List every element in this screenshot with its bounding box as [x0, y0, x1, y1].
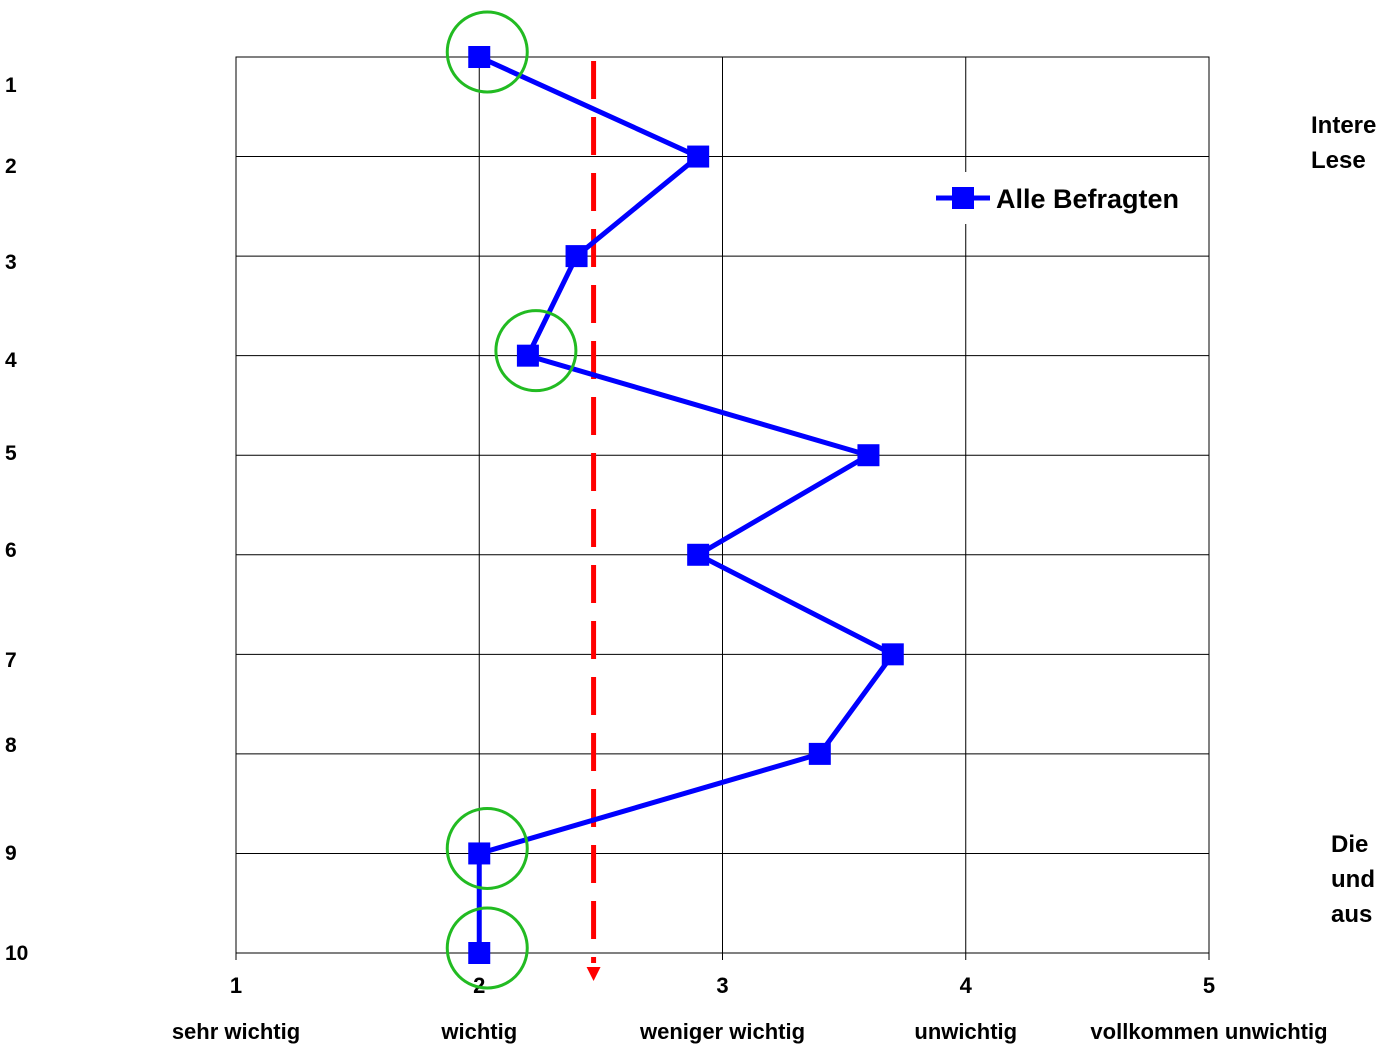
side-text-bottom: Die und aus	[1331, 827, 1375, 932]
y-tick-label: 1	[5, 74, 17, 97]
highlight-circle	[445, 10, 529, 94]
highlight-circles	[445, 10, 578, 990]
legend: Alle Befragten	[932, 172, 1202, 224]
legend-label: Alle Befragten	[996, 184, 1179, 214]
data-point-marker	[808, 742, 831, 765]
grid-lines	[235, 56, 1210, 960]
legend-marker-sample	[952, 187, 974, 209]
y-tick-label: 7	[5, 649, 17, 672]
x-tick-number: 1	[230, 973, 242, 998]
x-tick-word: wichtig	[440, 1019, 517, 1044]
y-tick-label: 5	[5, 442, 17, 465]
x-tick-number: 3	[716, 973, 728, 998]
y-tick-label: 9	[5, 842, 17, 865]
data-point-marker	[468, 942, 491, 964]
side-text-top-line-2: Lese	[1311, 147, 1366, 174]
y-axis-labels: 1 2 3 4 5 6 7 8 9 10	[5, 74, 28, 965]
x-tick-number: 4	[960, 973, 973, 998]
side-text-bottom-line-3: aus	[1331, 901, 1373, 928]
x-tick-number: 2	[473, 973, 485, 998]
x-tick-word: unwichtig	[914, 1019, 1017, 1044]
y-tick-label: 3	[5, 251, 17, 274]
highlight-circle	[494, 309, 578, 393]
data-point-marker	[468, 842, 491, 865]
data-point-marker	[857, 444, 880, 467]
side-text-top: Intere Lese	[1311, 108, 1376, 178]
data-point-marker	[565, 245, 588, 268]
x-tick-word: sehr wichtig	[172, 1019, 300, 1044]
x-tick-number: 5	[1203, 973, 1215, 998]
series-line	[476, 54, 897, 953]
data-point-marker	[687, 543, 710, 566]
series-group	[468, 46, 904, 964]
side-text-top-line-1: Intere	[1311, 112, 1377, 139]
data-point-marker	[516, 344, 539, 367]
data-point-marker	[881, 643, 904, 666]
highlight-circle	[445, 806, 529, 890]
x-tick-word: weniger wichtig	[639, 1019, 805, 1044]
y-tick-label: 4	[5, 349, 17, 372]
side-text-bottom-line-1: Die	[1331, 831, 1369, 858]
highlight-circle	[445, 906, 529, 990]
y-tick-label: 10	[5, 942, 28, 965]
y-tick-label: 8	[5, 734, 17, 757]
data-point-marker	[687, 145, 710, 168]
y-tick-label: 6	[5, 539, 17, 562]
data-point-marker	[468, 46, 491, 68]
x-axis-labels: 1 sehr wichtig 2 wichtig 3 weniger wichtig 4 un…	[172, 973, 1328, 1044]
side-text-bottom-line-2: und	[1331, 866, 1375, 893]
reference-arrowhead	[586, 967, 601, 981]
y-tick-label: 2	[5, 155, 17, 178]
reference-line-group	[586, 61, 601, 981]
x-tick-word: vollkommen unwichtig	[1090, 1019, 1327, 1044]
